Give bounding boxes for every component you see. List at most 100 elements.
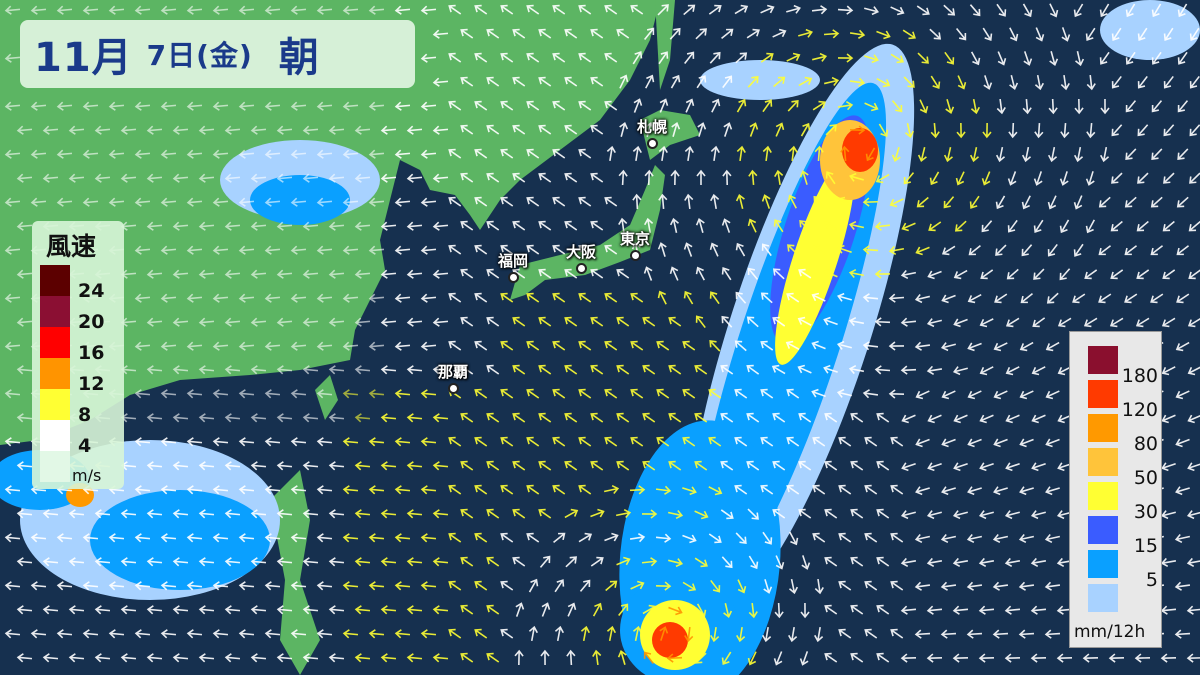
- wind-arrow: [316, 629, 333, 639]
- wind-arrow: [474, 484, 488, 495]
- wind-arrow: [708, 436, 722, 447]
- wind-arrow: [1188, 220, 1200, 232]
- wind-arrow: [1074, 98, 1084, 115]
- wind-arrow: [604, 196, 618, 207]
- wind-arrow: [224, 461, 241, 471]
- wind-arrow: [694, 652, 707, 664]
- wind-arrow: [736, 626, 746, 643]
- wind-arrow: [968, 244, 981, 256]
- wind-arrow: [486, 316, 500, 327]
- wind-arrow: [198, 221, 215, 231]
- wind-arrow: [953, 318, 968, 328]
- wind-arrow: [108, 533, 125, 543]
- wind-arrow: [696, 169, 706, 186]
- wind-arrow: [16, 269, 33, 279]
- wind-arrow: [486, 172, 500, 183]
- wind-arrow: [656, 388, 670, 399]
- wind-arrow: [723, 122, 733, 137]
- wind-arrow: [917, 147, 927, 163]
- wind-arrow: [890, 6, 905, 16]
- wind-arrow: [849, 125, 866, 135]
- wind-arrow: [432, 605, 449, 615]
- wind-arrow: [82, 5, 99, 15]
- wind-arrow: [630, 388, 644, 399]
- wind-arrow: [250, 365, 267, 375]
- wind-arrow: [930, 75, 941, 90]
- wind-arrow: [1175, 438, 1190, 448]
- wind-arrow: [198, 269, 215, 279]
- wind-arrow: [448, 532, 462, 543]
- wind-arrow: [1034, 74, 1045, 91]
- wind-arrow: [762, 99, 773, 113]
- wind-arrow: [406, 413, 423, 423]
- wind-arrow: [862, 245, 879, 255]
- wind-arrow: [380, 461, 397, 471]
- wind-arrow: [500, 628, 514, 639]
- wind-arrow: [683, 4, 696, 16]
- wind-arrow: [1021, 195, 1031, 210]
- wind-arrow: [1189, 124, 1200, 137]
- wind-arrow: [747, 508, 759, 520]
- wind-arrow: [1137, 75, 1148, 89]
- wind-arrow: [368, 149, 385, 159]
- wind-arrow: [1110, 220, 1123, 232]
- wind-arrow: [799, 220, 811, 232]
- wind-arrow: [212, 245, 229, 255]
- wind-arrow: [775, 555, 785, 570]
- wind-arrow: [926, 510, 942, 520]
- wind-arrow: [927, 414, 942, 424]
- wind-arrow: [787, 99, 799, 112]
- wind-arrow: [16, 413, 33, 423]
- wind-arrow: [460, 28, 474, 39]
- wind-arrow: [198, 653, 215, 663]
- wind-arrow: [134, 293, 151, 303]
- wind-arrow: [448, 4, 462, 15]
- wind-arrow: [342, 101, 359, 111]
- wind-arrow: [500, 292, 514, 303]
- wind-arrow: [500, 244, 514, 255]
- wind-arrow: [1033, 219, 1044, 233]
- wind-arrow: [914, 581, 931, 591]
- wind-arrow: [1162, 269, 1176, 280]
- wind-arrow: [604, 244, 618, 255]
- wind-arrow: [342, 293, 359, 303]
- wind-arrow: [500, 388, 514, 399]
- wind-arrow: [328, 461, 345, 471]
- wind-arrow: [172, 125, 189, 135]
- wind-arrow: [160, 485, 177, 495]
- wind-arrow: [630, 580, 645, 590]
- wind-arrow: [160, 581, 177, 591]
- wind-arrow: [1111, 172, 1123, 184]
- wind-arrow: [684, 193, 694, 210]
- wind-arrow: [30, 629, 47, 639]
- wind-arrow: [953, 269, 968, 280]
- wind-arrow: [526, 4, 540, 15]
- wind-arrow: [448, 148, 462, 159]
- wind-arrow: [4, 149, 21, 159]
- wind-arrow: [993, 486, 1008, 496]
- wind-arrow: [526, 148, 540, 159]
- wind-arrow: [186, 341, 203, 351]
- wind-arrow: [940, 581, 957, 591]
- wind-arrow: [1151, 148, 1163, 160]
- wind-arrow: [992, 629, 1009, 639]
- wind-arrow: [734, 4, 749, 15]
- wind-arrow: [798, 76, 813, 87]
- wind-arrow: [486, 28, 500, 39]
- wind-arrow: [616, 316, 630, 327]
- wind-arrow: [814, 578, 824, 595]
- wind-arrow: [952, 366, 968, 376]
- wind-arrow: [1059, 171, 1069, 186]
- wind-arrow: [1044, 629, 1061, 639]
- wind-arrow: [1009, 75, 1019, 91]
- wind-arrow: [657, 242, 667, 257]
- wind-arrow: [460, 76, 474, 87]
- wind-arrow: [94, 125, 111, 135]
- wind-arrow: [1189, 75, 1200, 89]
- wind-arrow: [865, 147, 876, 162]
- wind-arrow: [342, 533, 359, 543]
- wind-arrow: [876, 556, 890, 567]
- wind-arrow: [1174, 581, 1191, 591]
- wind-arrow: [212, 629, 229, 639]
- wind-arrow: [94, 653, 111, 663]
